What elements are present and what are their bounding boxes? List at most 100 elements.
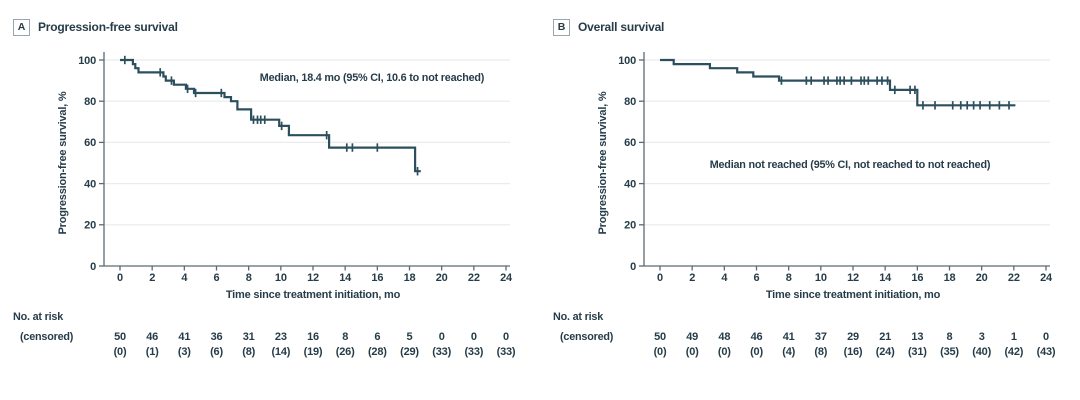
- risk-table-censored-label: (censored): [560, 331, 614, 343]
- at-risk-count: 50: [654, 331, 666, 343]
- at-risk-count: 46: [751, 331, 763, 343]
- svg-text:8: 8: [246, 272, 252, 284]
- at-risk-count: 0: [503, 331, 509, 343]
- censored-count: (43): [1037, 346, 1056, 358]
- censored-count: (19): [304, 346, 323, 358]
- at-risk-count: 36: [211, 331, 223, 343]
- censored-count: (26): [336, 346, 355, 358]
- svg-text:40: 40: [84, 178, 96, 190]
- risk-table: No. at risk (censored) 50 (0) 49 (0) 48 (0) 46 (0…: [553, 311, 1056, 358]
- risk-table: No. at risk(censored) 50(0)46(1)41(3)36(6…: [13, 311, 516, 358]
- svg-text:6: 6: [214, 272, 220, 284]
- svg-text:22: 22: [1008, 272, 1020, 284]
- km-curve: [120, 58, 421, 173]
- y-axis-title: Progression-free survival, %: [57, 91, 69, 234]
- svg-text:40: 40: [624, 178, 636, 190]
- svg-text:14: 14: [339, 272, 352, 284]
- svg-text:0: 0: [630, 261, 636, 273]
- at-risk-count: 0: [1043, 331, 1049, 343]
- censored-count: (3): [178, 346, 191, 358]
- censored-count: (0): [718, 346, 731, 358]
- axes: [639, 52, 1050, 271]
- panel-progression-free-survival: A Progression-free survival 0 20 40 60 80 100…: [0, 0, 540, 358]
- censored-count: (0): [114, 346, 127, 358]
- svg-text:16: 16: [911, 272, 923, 284]
- at-risk-count: 31: [243, 331, 255, 343]
- at-risk-count: 46: [146, 331, 158, 343]
- at-risk-count: 13: [911, 331, 923, 343]
- svg-text:4: 4: [721, 272, 728, 284]
- censored-count: (33): [432, 346, 451, 358]
- censored-count: (4): [782, 346, 795, 358]
- svg-text:22: 22: [468, 272, 480, 284]
- svg-text:0: 0: [117, 272, 123, 284]
- censored-count: (6): [210, 346, 223, 358]
- at-risk-count: 21: [879, 331, 891, 343]
- median-annotation: Median not reached (95% CI, not reached …: [710, 159, 991, 171]
- at-risk-count: 3: [979, 331, 985, 343]
- risk-table-label: No. at risk: [553, 311, 604, 323]
- censored-count: (42): [1004, 346, 1023, 358]
- svg-text:8: 8: [786, 272, 792, 284]
- at-risk-count: 0: [439, 331, 445, 343]
- svg-text:18: 18: [404, 272, 416, 284]
- at-risk-count: 23: [275, 331, 287, 343]
- svg-text:6: 6: [754, 272, 760, 284]
- svg-text:60: 60: [624, 137, 636, 149]
- panel-b-label-box: B: [553, 19, 570, 36]
- panel-a-header: A Progression-free survival: [0, 0, 540, 40]
- svg-text:100: 100: [618, 55, 636, 67]
- svg-text:18: 18: [944, 272, 956, 284]
- censored-count: (31): [908, 346, 927, 358]
- y-axis-title: Progression-free survival, %: [597, 91, 609, 234]
- svg-text:20: 20: [84, 220, 96, 232]
- panel-overall-survival: B Overall survival 0 20 40 60 80 100 0 2 4 6 8 10 12…: [540, 0, 1080, 400]
- x-axis-title: Time since treatment initiation, mo: [226, 289, 401, 301]
- svg-text:100: 100: [78, 55, 96, 67]
- at-risk-count: 8: [342, 331, 348, 343]
- km-curve: [660, 58, 1016, 107]
- censored-count: (40): [972, 346, 991, 358]
- censored-count: (24): [876, 346, 895, 358]
- svg-text:0: 0: [657, 272, 663, 284]
- svg-text:2: 2: [149, 272, 155, 284]
- svg-text:80: 80: [84, 96, 96, 108]
- svg-text:20: 20: [976, 272, 988, 284]
- censored-count: (29): [400, 346, 419, 358]
- at-risk-count: 5: [407, 331, 413, 343]
- gridlines: [104, 59, 510, 226]
- x-tick-labels: 0 2 4 6 8 10 12 14 16 18 20 22 24: [657, 272, 1053, 284]
- x-axis-title: Time since treatment initiation, mo: [766, 289, 941, 301]
- censored-count: (0): [686, 346, 699, 358]
- svg-text:2: 2: [689, 272, 695, 284]
- censor-marks: [780, 76, 1010, 110]
- svg-text:16: 16: [371, 272, 383, 284]
- svg-text:10: 10: [815, 272, 827, 284]
- svg-text:14: 14: [879, 272, 892, 284]
- risk-table-label: No. at risk: [13, 311, 64, 323]
- censored-count: (33): [497, 346, 516, 358]
- at-risk-count: 50: [114, 331, 126, 343]
- censored-count: (16): [844, 346, 863, 358]
- censored-count: (8): [814, 346, 827, 358]
- svg-text:12: 12: [307, 272, 319, 284]
- x-tick-labels: 0 2 4 6 8 10 12 14 16 18 20 22 24: [117, 272, 513, 284]
- svg-text:24: 24: [1040, 272, 1053, 284]
- svg-text:80: 80: [624, 96, 636, 108]
- at-risk-count: 0: [471, 331, 477, 343]
- svg-text:20: 20: [436, 272, 448, 284]
- censored-count: (28): [368, 346, 387, 358]
- gridlines: [644, 59, 1050, 226]
- at-risk-count: 49: [686, 331, 698, 343]
- at-risk-count: 41: [783, 331, 795, 343]
- censored-count: (8): [242, 346, 255, 358]
- panel-b-title: Overall survival: [578, 20, 665, 34]
- svg-text:12: 12: [847, 272, 859, 284]
- at-risk-count: 16: [307, 331, 319, 343]
- axes: [99, 52, 510, 271]
- svg-text:10: 10: [275, 272, 287, 284]
- at-risk-count: 29: [847, 331, 859, 343]
- y-tick-labels: 0 20 40 60 80 100: [78, 55, 96, 273]
